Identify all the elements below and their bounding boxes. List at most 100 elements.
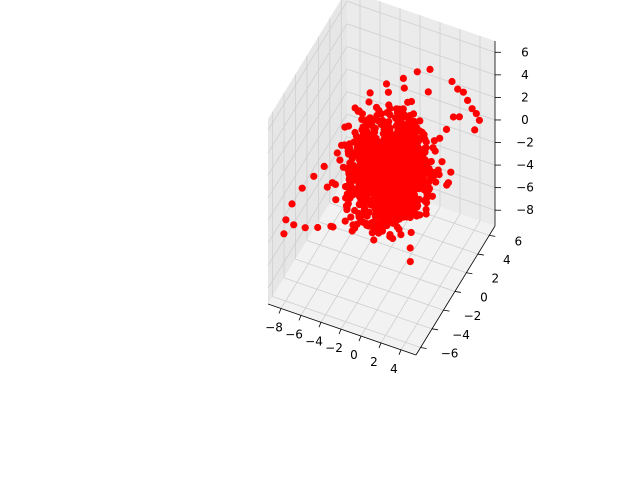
- scatter-point: [416, 117, 424, 125]
- z-tick-label: 4: [521, 68, 529, 82]
- grid-line-z: [267, 23, 348, 154]
- grid-line-y: [272, 296, 421, 348]
- scatter-point: [363, 133, 371, 141]
- z-tick-label: −4: [516, 158, 534, 172]
- scatter-point: [365, 208, 373, 216]
- scatter-point: [454, 85, 462, 93]
- y-tick-label: −6: [441, 347, 459, 361]
- z-tick-label: −6: [516, 181, 534, 195]
- scatter-points: [280, 65, 483, 266]
- scatter-point: [344, 147, 352, 155]
- x-tick: [398, 349, 402, 355]
- scatter-point: [320, 162, 328, 170]
- z-tick-label: −8: [516, 203, 534, 217]
- scatter-point: [411, 182, 419, 190]
- scatter-point: [427, 174, 435, 182]
- y-tick-label: −2: [464, 309, 482, 323]
- scatter-point: [428, 192, 436, 200]
- scatter-point: [314, 223, 322, 232]
- scatter-point: [436, 134, 444, 142]
- scatter-point: [419, 157, 427, 165]
- scatter-point: [397, 138, 405, 146]
- scatter-point: [333, 149, 341, 157]
- scatter-point: [418, 181, 427, 190]
- scatter-point: [443, 181, 451, 189]
- scatter-point: [400, 84, 408, 92]
- grid-line-x: [360, 206, 441, 337]
- scatter-point: [399, 213, 408, 221]
- scatter-point: [331, 180, 339, 188]
- scatter-point: [332, 196, 340, 204]
- scatter-point: [365, 98, 373, 106]
- scatter-point: [358, 198, 366, 206]
- scatter-point: [408, 139, 416, 147]
- axis-lines: [267, 41, 496, 356]
- scatter-point: [377, 110, 386, 118]
- scatter-point: [393, 146, 401, 154]
- scatter-point: [384, 124, 392, 132]
- grid-line-y: [306, 240, 456, 292]
- scatter-point: [366, 89, 374, 97]
- y-tick: [477, 253, 484, 256]
- x-tick-label: 2: [370, 355, 378, 369]
- grid-line-y: [318, 221, 467, 274]
- scatter-point: [405, 119, 413, 128]
- scatter-point: [417, 146, 425, 154]
- scatter-point: [403, 135, 412, 143]
- scatter-point: [396, 153, 405, 161]
- scatter-point: [403, 199, 411, 207]
- scatter-point: [374, 153, 382, 162]
- scatter-point: [418, 128, 426, 136]
- z-tick-label: 6: [521, 45, 529, 59]
- scatter-point: [357, 192, 365, 200]
- y-tick-label: 6: [514, 234, 522, 248]
- scatter-point: [368, 229, 376, 237]
- scatter-point: [382, 80, 391, 88]
- scatter-point: [407, 169, 415, 177]
- z-tick-label: 0: [521, 113, 529, 127]
- scatter-point: [406, 244, 414, 252]
- grid-line-z: [267, 68, 348, 199]
- scatter-point: [421, 135, 429, 143]
- grid-line-z: [346, 23, 496, 76]
- scatter-point: [415, 195, 423, 204]
- scatter-point: [415, 163, 423, 172]
- y-tick-label: 2: [492, 272, 500, 286]
- scatter-point: [364, 188, 372, 196]
- scatter-point: [358, 168, 366, 176]
- scatter-point: [418, 169, 426, 178]
- scatter-point: [290, 221, 298, 229]
- scatter-point: [384, 88, 392, 96]
- x-tick: [298, 315, 302, 321]
- scatter-point: [435, 171, 443, 179]
- scatter-point: [298, 184, 306, 192]
- y-tick: [489, 234, 496, 237]
- x-tick-label: −6: [285, 327, 303, 341]
- scatter-point: [447, 168, 455, 176]
- scatter-point: [386, 111, 394, 119]
- x-tick-label: −2: [325, 341, 343, 355]
- scatter-point: [399, 74, 407, 82]
- scatter-point: [431, 147, 439, 155]
- scatter-point: [386, 186, 394, 194]
- scatter-point: [408, 190, 416, 198]
- scatter-point: [359, 123, 367, 131]
- scatter-point: [391, 211, 399, 219]
- z-tick-label: −2: [516, 136, 534, 150]
- scatter-point: [389, 152, 397, 160]
- scatter-point: [369, 129, 377, 137]
- scatter-point: [409, 110, 418, 118]
- scatter-point: [288, 200, 296, 208]
- scatter-point: [414, 135, 422, 143]
- scatter-point: [425, 167, 433, 175]
- scatter-point: [398, 125, 406, 133]
- scatter-point: [468, 105, 476, 113]
- scatter-point: [346, 194, 354, 202]
- grid-line-x: [400, 220, 481, 351]
- scatter-point: [389, 234, 397, 243]
- scatter-point: [373, 211, 382, 219]
- scatter-point: [373, 141, 381, 149]
- scatter-point: [407, 228, 415, 237]
- scatter-point: [407, 125, 415, 133]
- scatter-point: [363, 180, 371, 188]
